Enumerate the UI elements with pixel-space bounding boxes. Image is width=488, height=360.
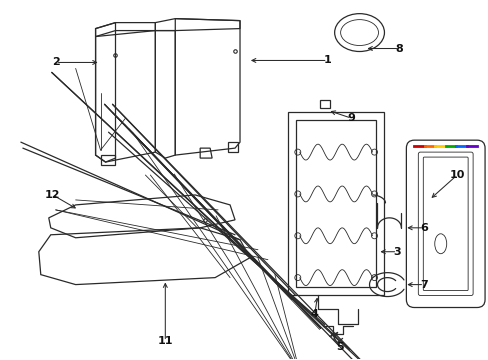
Text: 4: 4: [310, 310, 318, 319]
Text: 11: 11: [157, 336, 173, 346]
Text: 2: 2: [52, 58, 60, 67]
Text: 8: 8: [395, 44, 403, 54]
Text: 3: 3: [393, 247, 400, 257]
Text: 6: 6: [420, 223, 427, 233]
Text: 12: 12: [45, 190, 61, 200]
Text: 7: 7: [420, 280, 427, 289]
Text: 9: 9: [347, 113, 355, 123]
Text: 1: 1: [323, 55, 331, 66]
Text: 5: 5: [335, 342, 343, 352]
Text: 10: 10: [448, 170, 464, 180]
